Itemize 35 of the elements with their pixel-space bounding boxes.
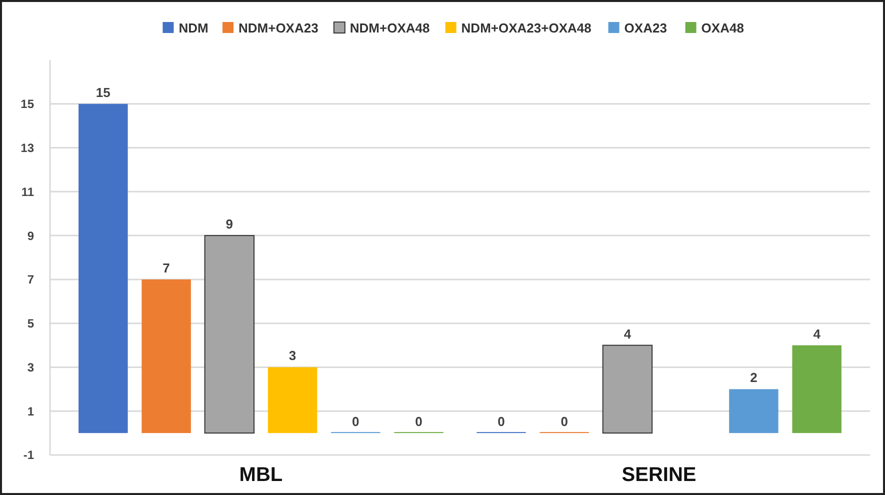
y-tick-label: 7 — [27, 272, 34, 287]
bar — [142, 279, 191, 434]
y-tick-label: 11 — [21, 184, 34, 199]
bar — [602, 344, 653, 434]
bar — [268, 367, 318, 434]
y-tick-label: 1 — [27, 404, 34, 418]
data-label: 2 — [750, 370, 758, 386]
y-tick-label: 13 — [20, 140, 34, 155]
data-label: 4 — [813, 326, 822, 342]
data-label: 7 — [162, 260, 170, 276]
legend-label: NDM+OXA23+OXA48 — [461, 20, 592, 36]
bar — [78, 104, 128, 434]
data-label: 3 — [288, 348, 296, 364]
x-tick-label: SERINE — [622, 464, 696, 486]
data-label: 4 — [624, 326, 632, 342]
bar — [204, 235, 255, 434]
legend-label: NDM+OXA23 — [238, 20, 318, 36]
y-tick-label: 9 — [27, 228, 34, 243]
data-label: 9 — [226, 216, 234, 232]
y-tick-label: 3 — [27, 360, 34, 374]
bar — [792, 345, 842, 434]
legend-label: OXA48 — [701, 20, 744, 36]
legend-label: NDM — [178, 20, 208, 36]
legend-label: OXA23 — [624, 20, 667, 36]
y-tick-label: 5 — [27, 316, 34, 331]
data-label: 0 — [415, 414, 422, 430]
data-label: 15 — [96, 84, 110, 100]
bar — [729, 389, 778, 434]
data-label: 0 — [352, 414, 360, 430]
y-tick-label: 15 — [20, 97, 34, 112]
x-tick-label: MBL — [239, 464, 283, 486]
data-label: 0 — [498, 414, 505, 430]
data-label: 0 — [560, 414, 568, 430]
legend-label: NDM+OXA48 — [350, 20, 430, 36]
y-tick-label: -1 — [23, 448, 34, 462]
